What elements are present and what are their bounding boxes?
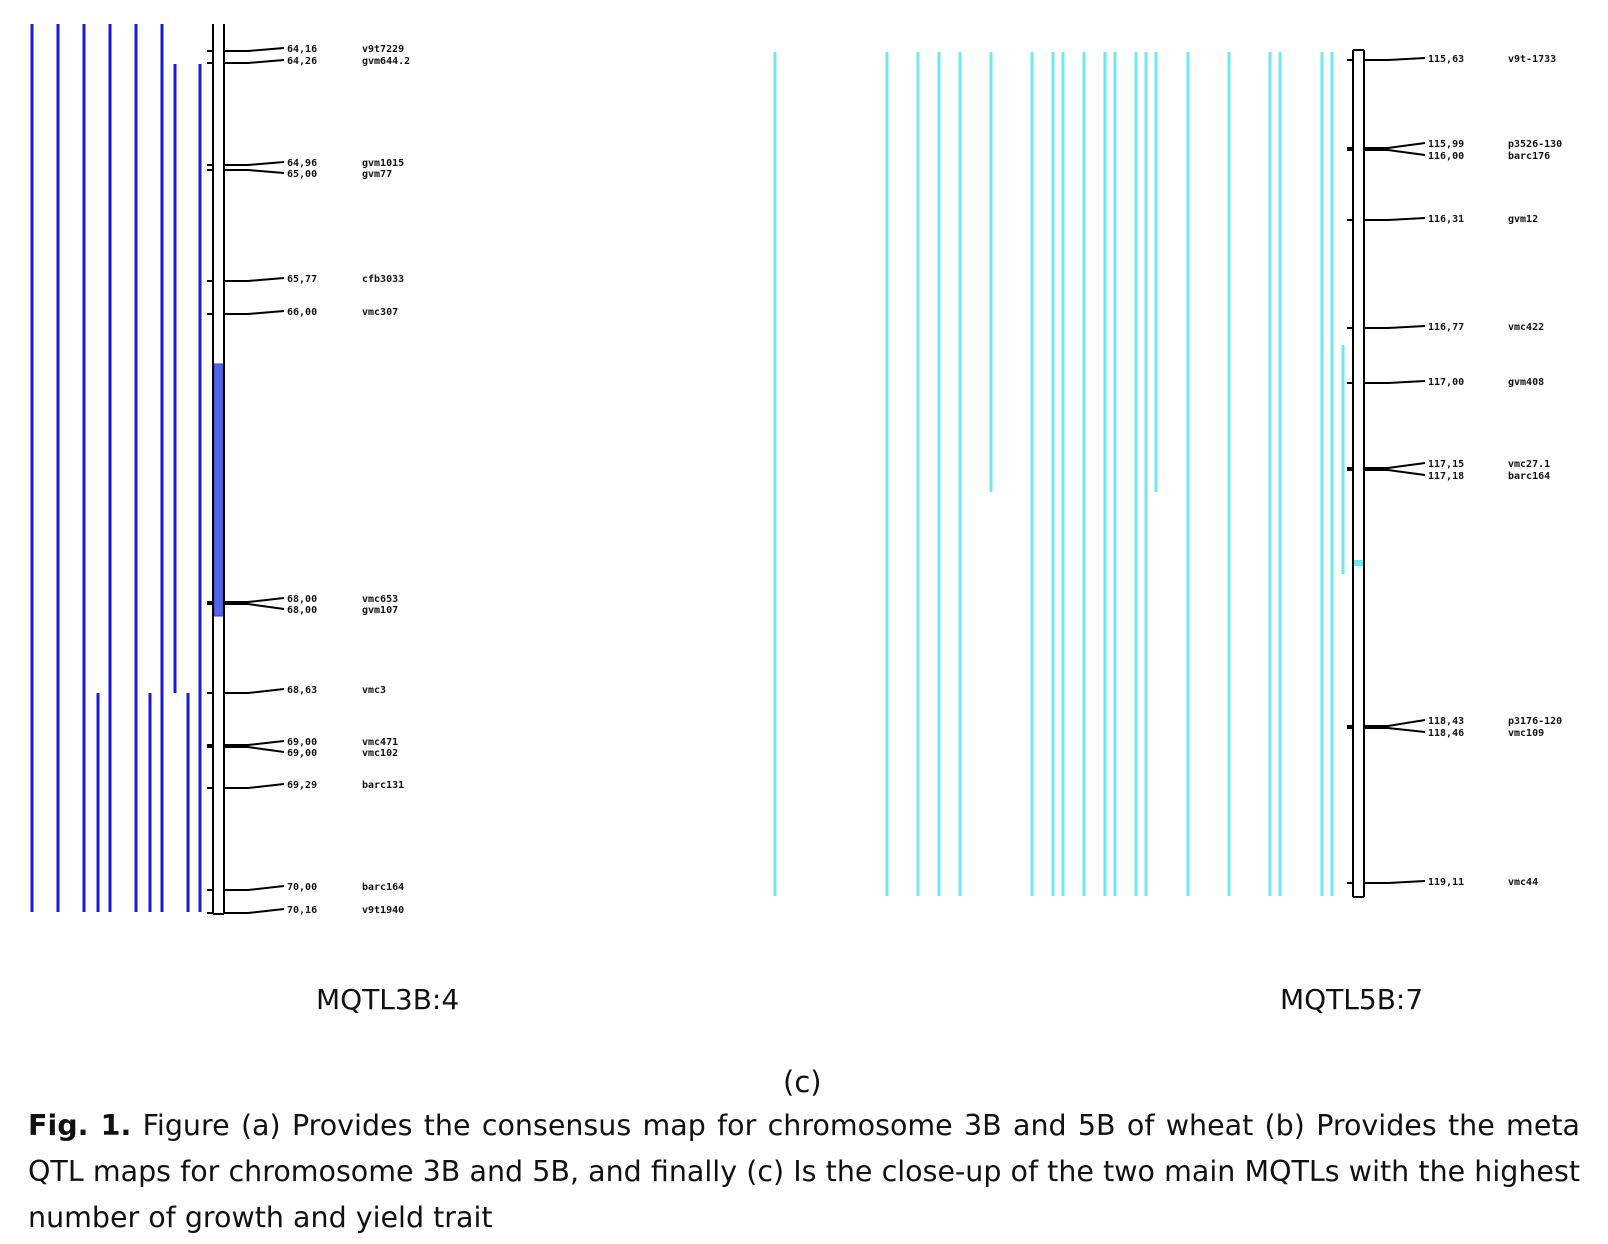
marker-line [1364, 149, 1426, 156]
marker-name: vmc44 [1508, 877, 1538, 888]
marker-position: 64,16 [287, 44, 317, 55]
marker-position: 69,29 [287, 780, 317, 791]
map-label-left: MQTL3B:4 [316, 983, 460, 1016]
marker-name: vmc471 [362, 737, 398, 748]
marker-name: gvm644.2 [362, 56, 410, 67]
marker-position: 70,00 [287, 882, 317, 893]
marker-position: 65,77 [287, 274, 317, 285]
marker-name: vmc109 [1508, 728, 1544, 739]
meta-qtl-interval [1354, 560, 1364, 566]
marker-line [224, 746, 285, 753]
panel-letter: (c) [783, 1065, 822, 1099]
marker-position: 117,15 [1428, 459, 1464, 470]
marker-position: 117,18 [1428, 471, 1464, 482]
marker-line [224, 908, 285, 914]
left-chromosome [212, 24, 225, 915]
marker-position: 64,96 [287, 158, 317, 169]
marker-name: vmc102 [362, 748, 398, 759]
marker-line [1364, 469, 1426, 476]
marker-position: 68,63 [287, 685, 317, 696]
left-qtl-bars [30, 24, 202, 912]
marker-line [224, 59, 285, 64]
caption-lead: Fig. 1. [28, 1109, 132, 1142]
marker-name: vmc307 [362, 307, 398, 318]
marker-name: p3526-130 [1508, 139, 1562, 150]
marker-line [224, 603, 285, 610]
marker-name: v9t1940 [362, 905, 404, 916]
marker-line [224, 597, 285, 603]
right-chromosome [1352, 49, 1365, 898]
marker-line [224, 310, 285, 315]
marker-position: 116,00 [1428, 151, 1464, 162]
meta-qtl-interval [213, 363, 224, 617]
marker-line [224, 169, 285, 174]
right-marker-lines [1347, 57, 1426, 884]
qtl-diagram: 64,16 v9t7229 64,26 gvm644.2 64,96 gvm1015 65,… [30, 24, 1562, 916]
marker-name: vmc653 [362, 594, 398, 605]
marker-position: 69,00 [287, 737, 317, 748]
marker-position: 118,46 [1428, 728, 1464, 739]
marker-line [1364, 57, 1426, 61]
marker-position: 116,31 [1428, 214, 1464, 225]
marker-name: cfb3033 [362, 274, 404, 285]
marker-position: 69,00 [287, 748, 317, 759]
marker-line [1364, 217, 1426, 221]
marker-line [1364, 325, 1426, 329]
marker-name: vmc27.1 [1508, 459, 1550, 470]
marker-name: gvm408 [1508, 377, 1544, 388]
marker-line [224, 277, 285, 282]
marker-position: 68,00 [287, 594, 317, 605]
marker-position: 119,11 [1428, 877, 1464, 888]
marker-line [224, 688, 285, 694]
marker-position: 115,99 [1428, 139, 1464, 150]
marker-name: barc131 [362, 780, 404, 791]
marker-name: v9t7229 [362, 44, 404, 55]
caption-text: Figure (a) Provides the consensus map fo… [28, 1109, 1580, 1234]
marker-name: barc164 [362, 882, 404, 893]
marker-name: gvm1015 [362, 158, 404, 169]
marker-line [1364, 719, 1426, 727]
marker-name: gvm77 [362, 169, 392, 180]
marker-name: barc164 [1508, 471, 1550, 482]
marker-position: 68,00 [287, 605, 317, 616]
marker-name: gvm12 [1508, 214, 1538, 225]
marker-position: 118,43 [1428, 716, 1464, 727]
left-marker-text: 64,16 v9t7229 64,26 gvm644.2 64,96 gvm1015 65,… [287, 44, 410, 916]
marker-line [1364, 142, 1426, 149]
marker-name: vmc3 [362, 685, 386, 696]
marker-position: 115,63 [1428, 54, 1464, 65]
marker-name: barc176 [1508, 151, 1550, 162]
marker-line [1364, 880, 1426, 884]
marker-line [1364, 380, 1426, 384]
marker-line [224, 740, 285, 746]
left-marker-lines [207, 47, 285, 914]
marker-line [224, 161, 285, 166]
marker-line [1364, 727, 1426, 733]
marker-name: p3176-120 [1508, 716, 1562, 727]
marker-position: 66,00 [287, 307, 317, 318]
marker-name: vmc422 [1508, 322, 1544, 333]
marker-position: 70,16 [287, 905, 317, 916]
marker-position: 117,00 [1428, 377, 1464, 388]
marker-line [224, 47, 285, 52]
marker-position: 65,00 [287, 169, 317, 180]
figure-caption: Fig. 1. Figure (a) Provides the consensu… [28, 1103, 1580, 1241]
marker-line [224, 783, 285, 789]
map-label-right: MQTL5B:7 [1280, 983, 1424, 1016]
marker-position: 64,26 [287, 56, 317, 67]
marker-position: 116,77 [1428, 322, 1464, 333]
right-qtl-bars [773, 52, 1345, 896]
marker-name: v9t-1733 [1508, 54, 1556, 65]
marker-line [224, 885, 285, 891]
right-marker-text: 115,63 v9t-1733 115,99 p3526-130 116,00 barc1… [1428, 54, 1562, 888]
marker-name: gvm107 [362, 605, 398, 616]
marker-line [1364, 462, 1426, 469]
